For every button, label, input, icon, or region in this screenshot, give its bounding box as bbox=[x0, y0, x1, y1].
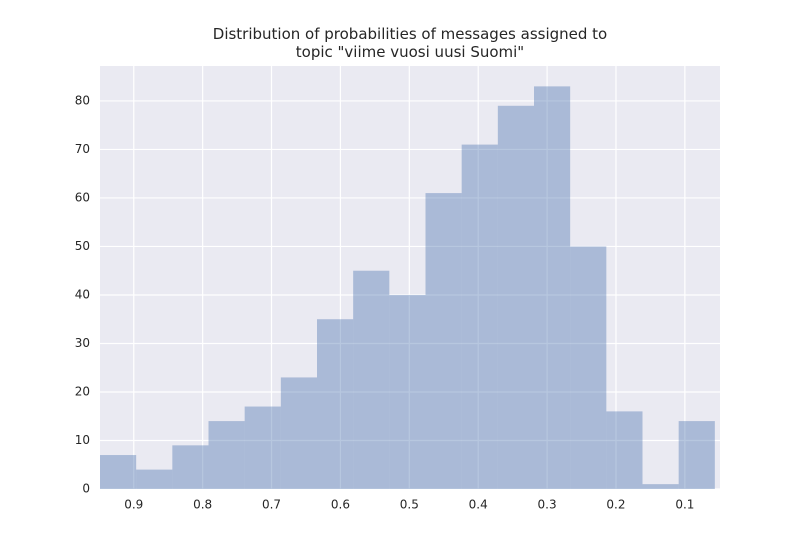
x-tick-label: 0.9 bbox=[124, 498, 143, 512]
bar bbox=[606, 411, 643, 489]
x-tick-label: 0.5 bbox=[400, 498, 419, 512]
bar bbox=[425, 193, 462, 489]
bar bbox=[642, 484, 679, 489]
bar bbox=[136, 469, 173, 489]
y-tick-label: 50 bbox=[75, 239, 90, 253]
x-tick-label: 0.1 bbox=[675, 498, 694, 512]
y-tick-label: 30 bbox=[75, 336, 90, 350]
bar bbox=[497, 105, 534, 489]
y-tick-label: 10 bbox=[75, 433, 90, 447]
bar bbox=[317, 319, 354, 489]
y-tick-label: 40 bbox=[75, 287, 90, 301]
bar bbox=[172, 445, 209, 489]
y-tick-label: 20 bbox=[75, 384, 90, 398]
bar bbox=[208, 421, 245, 489]
x-tick-label: 0.4 bbox=[469, 498, 488, 512]
bar bbox=[244, 406, 281, 489]
x-tick-label: 0.6 bbox=[331, 498, 350, 512]
bar bbox=[534, 86, 571, 490]
bar bbox=[280, 377, 317, 489]
bar bbox=[570, 246, 607, 489]
bar bbox=[461, 144, 498, 489]
x-tick-label: 0.2 bbox=[606, 498, 625, 512]
y-tick-label: 60 bbox=[75, 190, 90, 204]
y-tick-label: 80 bbox=[75, 93, 90, 107]
bar bbox=[353, 270, 390, 489]
bar bbox=[389, 294, 426, 489]
x-tick-label: 0.8 bbox=[193, 498, 212, 512]
x-tick-label: 0.3 bbox=[538, 498, 557, 512]
plot-background bbox=[100, 66, 720, 489]
x-tick-label: 0.7 bbox=[262, 498, 281, 512]
y-tick-label: 0 bbox=[82, 482, 90, 496]
bar bbox=[100, 455, 137, 489]
chart-title: Distribution of probabilities of message… bbox=[212, 25, 608, 61]
y-tick-label: 70 bbox=[75, 142, 90, 156]
bar bbox=[678, 421, 715, 489]
